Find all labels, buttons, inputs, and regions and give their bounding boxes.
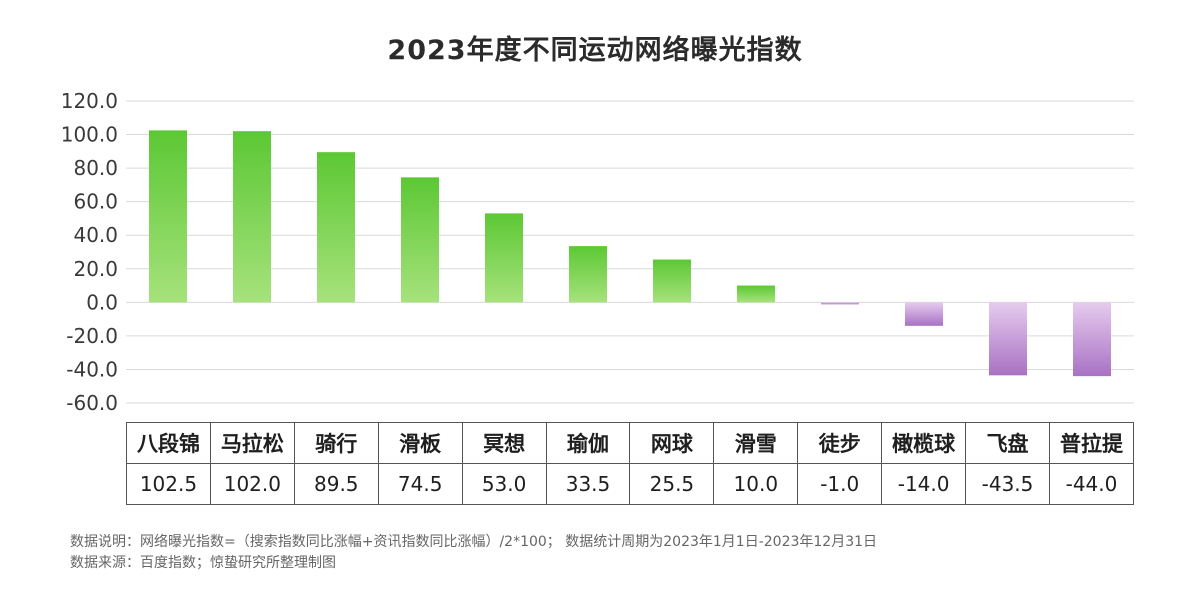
- bar: [569, 246, 607, 303]
- category-label: 八段锦: [126, 422, 211, 464]
- bar: [485, 213, 523, 303]
- y-tick-label: 40.0: [73, 223, 118, 247]
- bar: [653, 259, 691, 303]
- value-label: 74.5: [377, 463, 463, 505]
- chart-title: 2023年度不同运动网络曝光指数: [387, 35, 803, 66]
- category-label: 飞盘: [965, 422, 1050, 464]
- footnote-description: 数据说明：网络曝光指数=（搜索指数同比涨幅+资讯指数同比涨幅）/2*100； 数…: [70, 534, 878, 550]
- category-label: 滑雪: [713, 422, 799, 464]
- footnote-source: 数据来源：百度指数；惊蛰研究所整理制图: [70, 555, 336, 571]
- category-label: 滑板: [377, 422, 463, 464]
- y-tick-label: 120.0: [61, 89, 118, 113]
- value-label: -43.5: [965, 463, 1050, 505]
- value-label: 102.0: [209, 463, 295, 505]
- bar: [989, 302, 1027, 376]
- bar: [905, 302, 943, 326]
- y-tick-label: -20.0: [66, 324, 118, 348]
- value-label: 102.5: [126, 463, 211, 505]
- y-tick-label: 20.0: [73, 257, 118, 281]
- bar: [233, 131, 271, 303]
- y-tick-label: 60.0: [73, 190, 118, 214]
- value-label: 53.0: [461, 463, 547, 505]
- bar: [401, 177, 439, 303]
- category-label: 瑜伽: [545, 422, 631, 464]
- value-label: 89.5: [293, 463, 379, 505]
- value-label: -14.0: [881, 463, 967, 505]
- category-row: 八段锦 马拉松 骑行 滑板 冥想 瑜伽 网球 滑雪 徒步 橄榄球 飞盘 普拉提: [126, 422, 1135, 464]
- category-label: 冥想: [461, 422, 547, 464]
- bar: [821, 302, 859, 305]
- value-row: 102.5 102.0 89.5 74.5 53.0 33.5 25.5 10.0 -1.0 -1…: [126, 463, 1135, 505]
- y-tick-label: -60.0: [66, 391, 118, 415]
- category-label: 橄榄球: [881, 422, 967, 464]
- value-label: -44.0: [1048, 463, 1135, 505]
- category-label: 网球: [629, 422, 715, 464]
- category-label: 骑行: [293, 422, 379, 464]
- y-tick-label: 80.0: [73, 156, 118, 180]
- category-label: 徒步: [797, 422, 883, 464]
- bar: [149, 130, 187, 303]
- y-tick-label: -40.0: [66, 357, 118, 381]
- value-label: 10.0: [713, 463, 799, 505]
- category-label: 普拉提: [1048, 422, 1135, 464]
- value-label: 25.5: [629, 463, 715, 505]
- y-tick-label: 0.0: [86, 290, 118, 314]
- value-label: 33.5: [545, 463, 631, 505]
- data-table: 八段锦 马拉松 骑行 滑板 冥想 瑜伽 网球 滑雪 徒步 橄榄球 飞盘 普拉提 102.5 102.0 8…: [126, 422, 1135, 505]
- category-label: 马拉松: [209, 422, 295, 464]
- value-label: -1.0: [797, 463, 883, 505]
- y-tick-label: 100.0: [61, 123, 118, 147]
- bar: [1073, 302, 1111, 377]
- bar: [317, 152, 355, 303]
- bar: [737, 285, 775, 303]
